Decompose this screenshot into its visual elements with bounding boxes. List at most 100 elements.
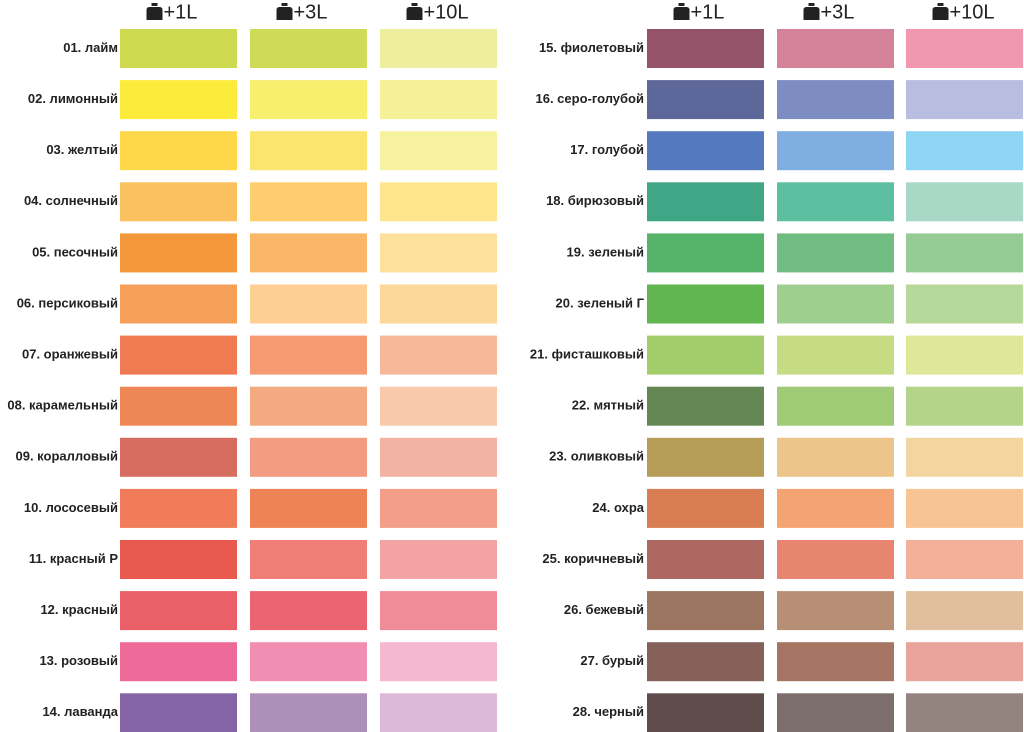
- color-swatch: [250, 335, 367, 375]
- row-label: 19. зеленый: [567, 244, 644, 259]
- bottle-icon: [146, 3, 163, 20]
- color-swatch: [906, 540, 1023, 579]
- column-header: +10L: [406, 1, 469, 23]
- color-swatch: [250, 488, 367, 528]
- column-header: +10L: [932, 1, 995, 23]
- color-swatch: [777, 80, 894, 120]
- color-swatch: [906, 131, 1023, 171]
- color-swatch: [120, 693, 237, 732]
- row-label: 15. фиолетовый: [539, 40, 644, 55]
- column-header: +1L: [146, 1, 198, 23]
- color-swatch: [777, 131, 894, 171]
- color-swatch: [380, 693, 497, 732]
- color-swatch: [647, 29, 764, 68]
- color-swatch: [250, 233, 367, 273]
- color-swatch: [120, 488, 237, 528]
- color-swatch: [250, 437, 367, 477]
- row-label: 08. карамельный: [7, 398, 118, 413]
- color-swatch: [120, 182, 237, 222]
- color-swatch: [120, 437, 237, 477]
- color-swatch: [647, 131, 764, 171]
- color-swatch: [250, 386, 367, 426]
- color-swatch: [647, 591, 764, 631]
- color-swatch: [380, 642, 497, 682]
- color-swatch: [647, 693, 764, 732]
- row-label: 17. голубой: [570, 142, 644, 157]
- color-swatch: [777, 488, 894, 528]
- color-swatch: [380, 335, 497, 375]
- color-swatch: [120, 540, 237, 579]
- color-swatch: [777, 437, 894, 477]
- color-swatch: [647, 335, 764, 375]
- color-swatch: [380, 488, 497, 528]
- color-swatch: [777, 642, 894, 682]
- color-swatch: [777, 284, 894, 324]
- row-label: 06. персиковый: [17, 295, 118, 310]
- color-swatch: [380, 233, 497, 273]
- color-swatch: [906, 284, 1023, 324]
- color-swatch: [380, 386, 497, 426]
- color-swatch: [250, 131, 367, 171]
- color-swatch: [777, 386, 894, 426]
- column-header: +3L: [276, 1, 328, 23]
- column-header: +3L: [803, 1, 854, 23]
- row-label: 02. лимонный: [28, 91, 118, 106]
- color-swatch: [906, 233, 1023, 273]
- column-header-text: +10L: [950, 1, 995, 23]
- color-swatch: [906, 591, 1023, 631]
- row-label: 04. солнечный: [24, 193, 118, 208]
- color-swatch: [120, 80, 237, 120]
- color-swatch: [647, 182, 764, 222]
- row-label: 20. зеленый Г: [556, 295, 645, 310]
- bottle-icon: [803, 3, 820, 20]
- bottle-icon: [276, 3, 293, 20]
- color-swatch: [120, 335, 237, 375]
- color-swatch: [120, 233, 237, 273]
- color-swatch: [380, 131, 497, 171]
- color-swatch: [647, 284, 764, 324]
- color-swatch: [120, 386, 237, 426]
- color-swatch: [120, 284, 237, 324]
- row-label: 07. оранжевый: [22, 347, 118, 362]
- color-swatch: [906, 642, 1023, 682]
- row-label: 09. коралловый: [15, 449, 118, 464]
- color-swatch: [647, 642, 764, 682]
- color-swatch: [647, 386, 764, 426]
- row-label: 05. песочный: [32, 244, 118, 259]
- color-swatch: [906, 488, 1023, 528]
- color-swatch: [906, 693, 1023, 732]
- row-label: 26. бежевый: [564, 602, 644, 617]
- bottle-icon: [673, 3, 690, 20]
- row-label: 18. бирюзовый: [546, 193, 644, 208]
- color-swatch: [380, 540, 497, 579]
- row-label: 12. красный: [40, 602, 118, 617]
- color-swatch: [380, 437, 497, 477]
- color-swatch: [380, 591, 497, 631]
- color-swatch: [250, 80, 367, 120]
- row-label: 24. охра: [592, 500, 644, 515]
- color-swatch: [250, 540, 367, 579]
- color-swatch: [777, 693, 894, 732]
- color-swatch: [777, 540, 894, 579]
- color-swatch: [647, 233, 764, 273]
- color-swatch: [120, 591, 237, 631]
- row-label: 01. лайм: [63, 40, 118, 55]
- color-swatch: [380, 29, 497, 68]
- color-swatch: [120, 642, 237, 682]
- color-swatch: [120, 131, 237, 171]
- row-label: 13. розовый: [39, 653, 118, 668]
- bottle-icon: [932, 3, 949, 20]
- column-header-text: +1L: [164, 1, 198, 23]
- row-label: 11. красный Р: [29, 551, 118, 566]
- column-header-text: +3L: [294, 1, 328, 23]
- color-swatch: [647, 540, 764, 579]
- row-label: 23. оливковый: [549, 449, 644, 464]
- row-label: 10. лососевый: [24, 500, 118, 515]
- row-label: 25. коричневый: [542, 551, 644, 566]
- row-label: 14. лаванда: [42, 704, 118, 719]
- color-swatch: [777, 591, 894, 631]
- color-swatch: [380, 80, 497, 120]
- column-header-text: +10L: [424, 1, 469, 23]
- color-swatch: [906, 437, 1023, 477]
